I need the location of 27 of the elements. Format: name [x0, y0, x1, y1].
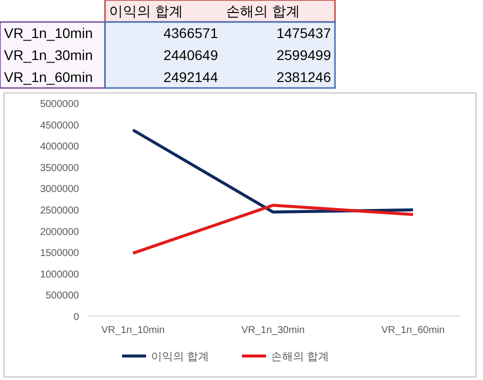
y-tick-label: 1000000 [40, 269, 80, 280]
text: 1475437 [276, 25, 332, 41]
y-tick-label: 3000000 [40, 184, 80, 196]
text: 손해의 합계 [226, 3, 300, 19]
y-tick-label: 4500000 [40, 120, 80, 132]
text: 4366571 [163, 25, 218, 41]
legend-label: 이익의 합계 [151, 351, 210, 363]
category-label: VR_1n_60min [4, 69, 93, 85]
text: 2381246 [276, 69, 332, 85]
y-tick-label: 2500000 [40, 206, 80, 216]
y-tick-label: 2000000 [40, 226, 80, 238]
legend-label: 손해의 합계 [271, 351, 330, 363]
y-tick-label: 4000000 [40, 142, 80, 153]
y-tick-label: 5000000 [40, 99, 80, 110]
category-label: VR_1n_30min [4, 47, 93, 63]
y-tick-label: 500000 [46, 290, 80, 302]
y-tick-label: 1500000 [40, 248, 80, 260]
x-tick-label: VR_1n_10min [101, 325, 165, 336]
y-tick-label: 3500000 [40, 162, 80, 174]
y-tick-label: 0 [73, 312, 80, 323]
text: 이익의 합계 [109, 3, 183, 19]
text: 2492144 [163, 69, 218, 85]
x-tick-label: VR_1n_60min [381, 325, 445, 336]
x-tick-label: VR_1n_30min [241, 325, 305, 336]
text: 2440649 [163, 47, 218, 63]
category-label: VR_1n_10min [4, 25, 93, 41]
text: 2599499 [276, 47, 332, 63]
